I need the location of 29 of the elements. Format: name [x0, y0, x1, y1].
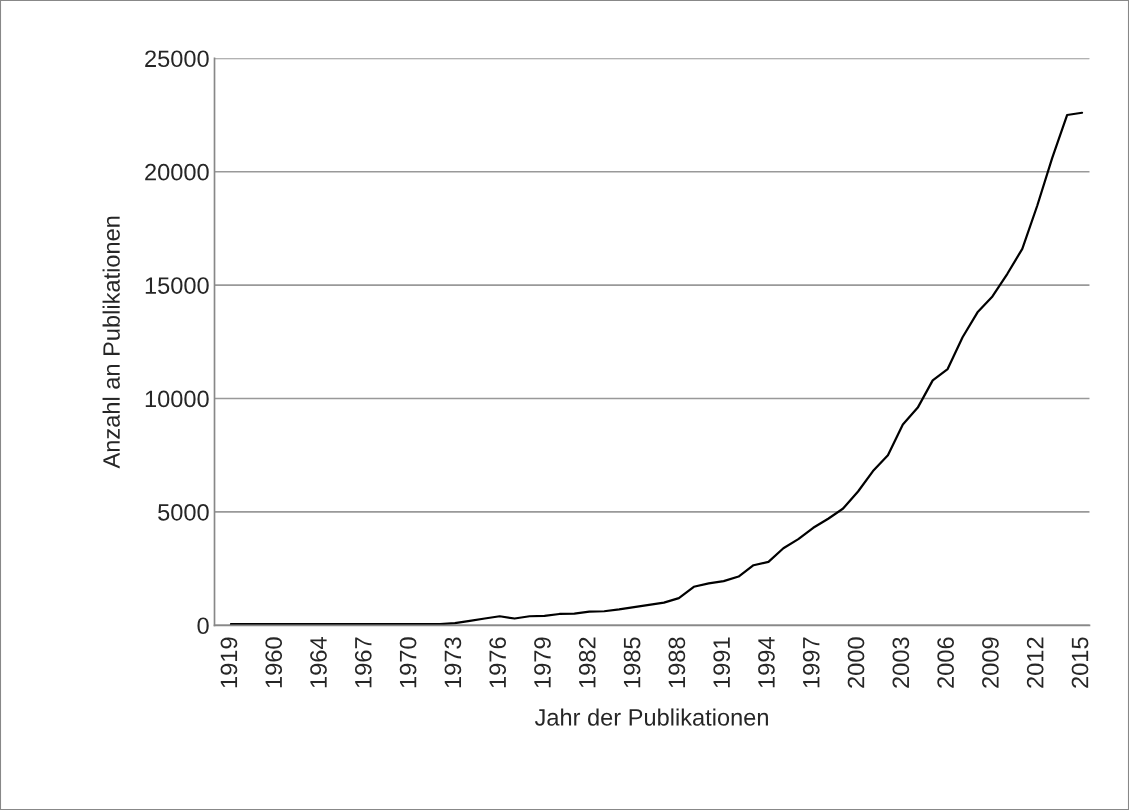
- x-tick-label: 1997: [802, 637, 820, 688]
- line-series: [229, 111, 1084, 626]
- y-tick-label: 5000: [158, 503, 209, 521]
- y-tick-label: 25000: [145, 50, 209, 68]
- x-tick-label: 1982: [578, 637, 596, 688]
- x-tick-label: 1919: [220, 637, 238, 688]
- y-tick-label: 0: [197, 617, 209, 635]
- x-tick-label: 2000: [847, 637, 865, 688]
- x-tick-label: 1985: [623, 637, 641, 688]
- x-tick-label: 2009: [982, 637, 999, 688]
- x-tick-label: 1976: [489, 637, 507, 688]
- x-tick-label: 1991: [713, 637, 731, 688]
- x-tick-label: 1967: [354, 637, 372, 688]
- y-axis-title: Anzahl an Publikationen: [102, 216, 120, 469]
- y-tick-label: 15000: [145, 277, 209, 294]
- y-tick-label: 20000: [145, 163, 209, 181]
- x-tick-label: 1970: [399, 637, 417, 688]
- x-tick-label: 1973: [444, 637, 462, 688]
- x-axis-title: Jahr der Publikationen: [534, 708, 768, 726]
- x-tick-label: 1964: [310, 637, 327, 688]
- x-tick-label: 2015: [1071, 637, 1089, 688]
- x-tick-label: 2006: [937, 637, 954, 688]
- x-tick-label: 1979: [534, 637, 551, 688]
- x-tick-label: 1960: [265, 637, 283, 688]
- x-tick-label: 1994: [758, 637, 775, 688]
- y-tick-label: 10000: [145, 390, 209, 408]
- x-tick-label: 1988: [668, 637, 686, 688]
- x-tick-label: 2003: [892, 637, 910, 688]
- x-tick-label: 2012: [1026, 637, 1044, 688]
